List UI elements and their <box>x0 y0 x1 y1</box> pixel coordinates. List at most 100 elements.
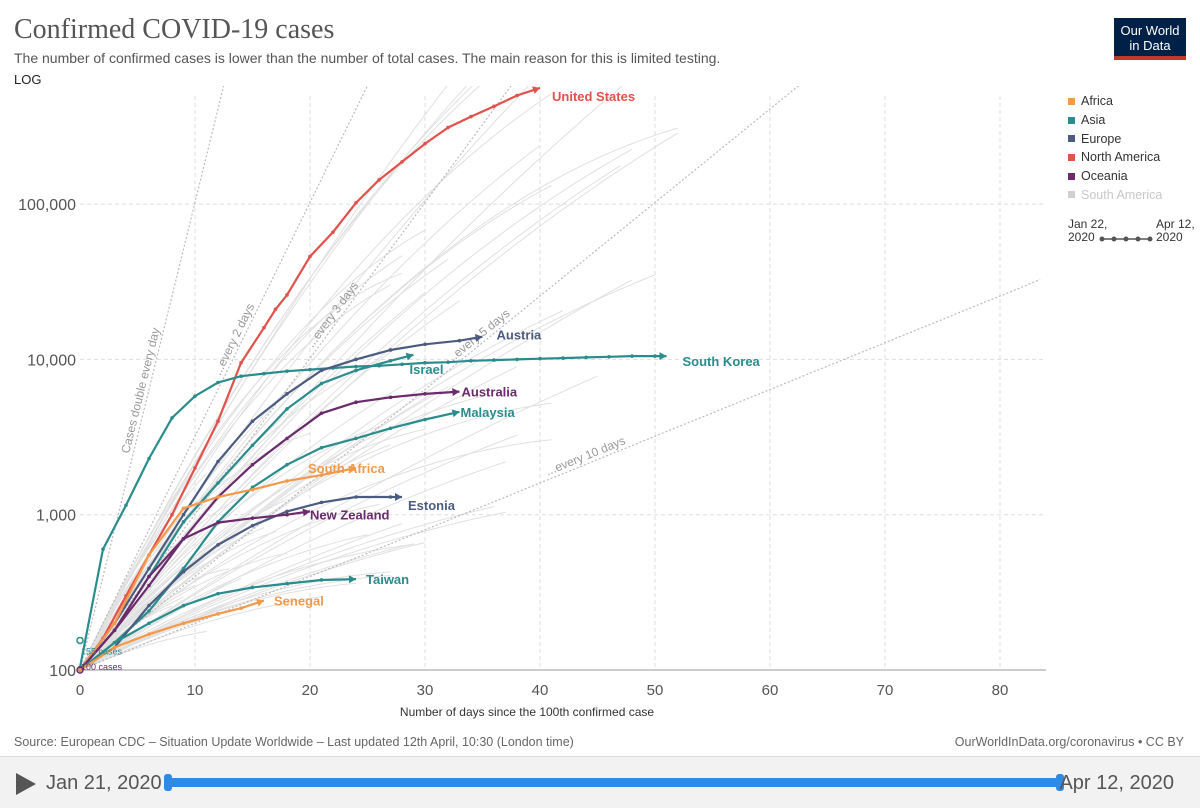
series-label: Malaysia <box>461 405 516 420</box>
legend-label: Asia <box>1081 113 1106 128</box>
timeline-track[interactable] <box>168 778 1060 787</box>
series-line <box>79 510 311 671</box>
data-point <box>308 367 312 372</box>
series-end-arrow <box>452 388 460 397</box>
data-point <box>216 495 220 499</box>
scale-label[interactable]: LOG <box>14 72 42 87</box>
data-point <box>457 338 462 343</box>
data-point <box>400 160 404 164</box>
data-point <box>331 230 335 234</box>
timeline-bar: Jan 21, 2020 Apr 12, 2020 <box>0 757 1200 808</box>
timeline-start-handle[interactable] <box>164 774 172 791</box>
legend-swatch <box>1068 172 1075 180</box>
legend-item-africa[interactable]: Africa <box>1068 92 1162 111</box>
series-label: Taiwan <box>366 572 409 587</box>
data-point <box>469 114 473 119</box>
y-tick-label: 100 <box>49 663 76 680</box>
data-point <box>285 512 289 517</box>
doubling-line-label: Cases double every day <box>118 326 162 454</box>
legend: Africa Asia Europe North America Oceania… <box>1068 92 1162 204</box>
series-end-arrow <box>659 352 667 361</box>
legend-swatch <box>1068 153 1075 161</box>
data-point <box>181 603 186 608</box>
data-point <box>388 495 393 499</box>
data-point <box>354 400 358 405</box>
data-point <box>285 509 289 514</box>
series-label: South Africa <box>308 461 386 476</box>
legend-item-europe[interactable]: Europe <box>1068 129 1162 148</box>
data-point <box>446 360 450 364</box>
background-country-line <box>80 596 322 670</box>
background-country-line <box>80 444 391 670</box>
series-end-arrow <box>256 598 264 607</box>
x-tick-label: 50 <box>647 682 664 699</box>
credit-link[interactable]: OurWorldInData.org/coronavirus • CC BY <box>954 735 1184 749</box>
data-point <box>250 443 255 448</box>
source-note[interactable]: Source: European CDC – Situation Update … <box>14 735 574 749</box>
data-point <box>216 612 220 616</box>
legend-item-oceania[interactable]: Oceania <box>1068 167 1162 186</box>
series-south-korea: South Korea <box>78 352 761 670</box>
date-range-connector-icon <box>1099 236 1153 242</box>
data-point <box>285 369 289 373</box>
legend-label: Europe <box>1081 131 1122 146</box>
data-point <box>181 506 186 511</box>
data-point <box>181 621 186 626</box>
data-point <box>147 574 151 579</box>
data-point <box>319 500 324 505</box>
legend-item-asia[interactable]: Asia <box>1068 111 1162 130</box>
legend-swatch <box>1068 135 1075 143</box>
background-country-line <box>80 165 621 670</box>
data-point <box>147 456 151 461</box>
doubling-lines <box>80 86 1041 670</box>
background-country-line <box>80 630 207 670</box>
data-point <box>216 591 220 596</box>
data-point <box>78 668 82 672</box>
series-united-states: United States <box>78 86 635 672</box>
data-point <box>319 368 324 373</box>
x-tick-label: 30 <box>417 682 434 699</box>
legend-swatch <box>1068 116 1075 124</box>
data-point <box>377 178 381 182</box>
x-tick-label: 0 <box>76 682 84 699</box>
data-point <box>181 569 186 574</box>
data-point <box>354 357 358 362</box>
owid-logo[interactable]: Our World in Data <box>1114 18 1186 60</box>
legend-date-start: Jan 22, 2020 <box>1068 217 1108 244</box>
series-end-arrow <box>395 493 402 502</box>
data-point <box>239 374 243 378</box>
data-point <box>285 581 289 586</box>
series-end-arrow <box>405 352 414 361</box>
data-point <box>250 487 255 492</box>
data-point <box>285 436 289 441</box>
play-icon[interactable] <box>16 773 36 795</box>
legend-item-south-america[interactable]: South America <box>1068 185 1162 204</box>
logo-line-2: in Data <box>1129 38 1171 53</box>
background-country-line <box>80 575 391 670</box>
x-axis-label: Number of days since the 100th confirmed… <box>400 705 654 719</box>
background-country-line <box>80 132 679 670</box>
legend-label: Africa <box>1081 94 1113 109</box>
data-point <box>216 481 220 485</box>
data-point <box>181 566 186 571</box>
x-tick-label: 40 <box>532 682 549 699</box>
data-point <box>112 621 117 626</box>
timeline-start-label: Jan 21, 2020 <box>46 772 162 794</box>
data-point <box>400 362 404 367</box>
data-point <box>653 354 657 358</box>
start-annotation: 100 cases <box>81 662 123 672</box>
data-point <box>101 547 105 551</box>
data-point <box>515 93 519 98</box>
series-end-arrow <box>532 86 540 94</box>
data-point <box>354 364 358 369</box>
divider <box>0 756 1200 757</box>
data-point <box>354 200 358 205</box>
data-point <box>112 640 117 645</box>
legend-item-north-america[interactable]: North America <box>1068 148 1162 167</box>
timeline-end-handle[interactable] <box>1056 774 1064 791</box>
data-point <box>584 355 588 360</box>
data-point <box>561 356 565 360</box>
data-point <box>193 394 197 398</box>
data-point <box>112 645 117 650</box>
legend-swatch <box>1068 97 1075 105</box>
